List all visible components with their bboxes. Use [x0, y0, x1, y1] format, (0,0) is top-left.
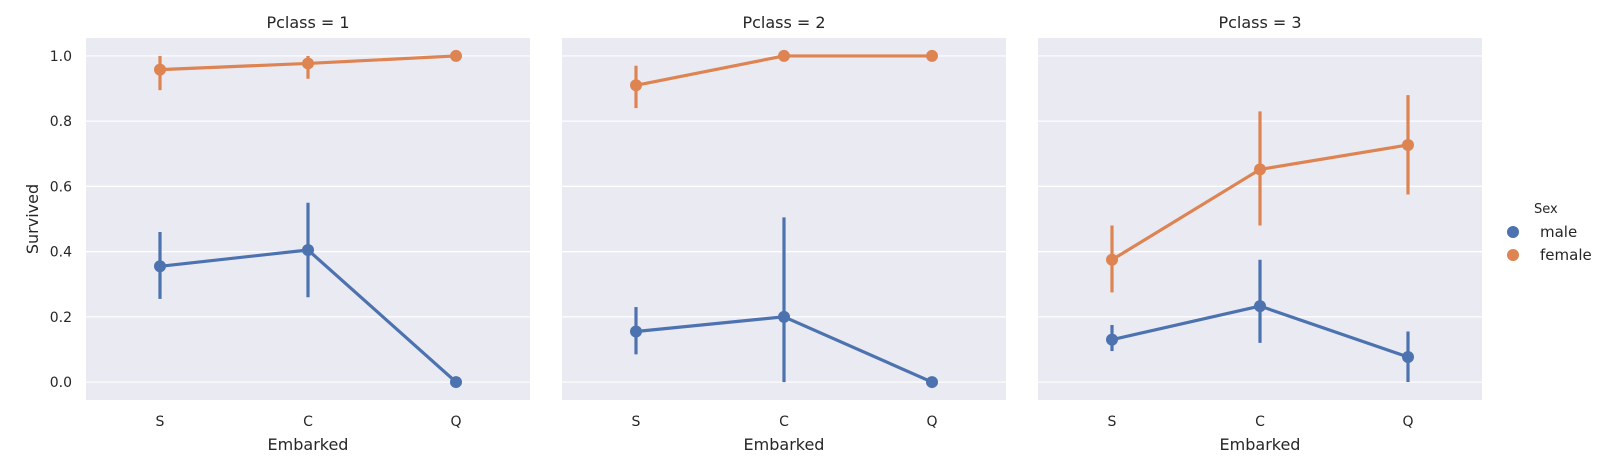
x-tick-label: C — [779, 414, 789, 430]
data-point — [926, 376, 938, 389]
panel-title: Pclass = 3 — [1218, 13, 1301, 32]
panel-title: Pclass = 1 — [266, 13, 349, 32]
data-point — [778, 49, 790, 62]
facet-panel: Pclass = 3 S C Q Embarked — [1038, 13, 1482, 454]
data-point — [1254, 300, 1266, 313]
series-female — [154, 49, 462, 91]
data-point — [1402, 138, 1414, 151]
x-tick-label: Q — [926, 414, 937, 430]
series-male — [154, 202, 462, 389]
legend-marker — [1507, 226, 1519, 238]
y-axis-label: Survived — [23, 184, 42, 254]
data-point — [1254, 163, 1266, 176]
y-tick-label: 0.0 — [50, 375, 72, 391]
y-tick-label: 0.8 — [50, 114, 72, 130]
data-point — [302, 57, 314, 70]
y-tick-label: 1.0 — [50, 49, 72, 65]
y-tick-label: 0.4 — [50, 245, 72, 261]
x-tick-label: S — [1108, 414, 1117, 430]
data-point — [926, 49, 938, 62]
series-male — [630, 217, 938, 389]
data-point — [450, 376, 462, 389]
data-point — [154, 260, 166, 273]
x-tick-label: Q — [1402, 414, 1413, 430]
data-point — [778, 310, 790, 323]
x-axis-label: Embarked — [1220, 435, 1301, 454]
data-point — [450, 49, 462, 62]
y-tick-label: 0.6 — [50, 179, 72, 195]
data-point — [1106, 253, 1118, 266]
legend-label: female — [1540, 246, 1592, 264]
legend: Sex male female — [1507, 202, 1592, 264]
x-axis-label: Embarked — [744, 435, 825, 454]
series-male — [1106, 259, 1414, 383]
data-point — [630, 325, 642, 338]
x-tick-label: C — [1255, 414, 1265, 430]
series-female — [630, 49, 938, 109]
facet-panel: Pclass = 2 S C Q Embarked — [562, 13, 1006, 454]
x-tick-label: Q — [450, 414, 461, 430]
legend-title: Sex — [1534, 202, 1558, 217]
data-point — [1106, 333, 1118, 346]
data-point — [630, 79, 642, 92]
y-tick-label: 0.2 — [50, 310, 72, 326]
legend-marker — [1507, 249, 1519, 261]
x-tick-label: S — [156, 414, 165, 430]
x-tick-label: C — [303, 414, 313, 430]
series-female — [1106, 95, 1414, 293]
data-point — [1402, 350, 1414, 363]
facet-panel: Pclass = 1 0.0 0.2 0.4 0.6 0.8 1.0 S C Q Embarked — [50, 13, 530, 454]
legend-label: male — [1540, 223, 1577, 241]
data-point — [154, 63, 166, 76]
data-point — [302, 243, 314, 256]
x-tick-label: S — [632, 414, 641, 430]
panel-title: Pclass = 2 — [742, 13, 825, 32]
x-axis-label: Embarked — [268, 435, 349, 454]
